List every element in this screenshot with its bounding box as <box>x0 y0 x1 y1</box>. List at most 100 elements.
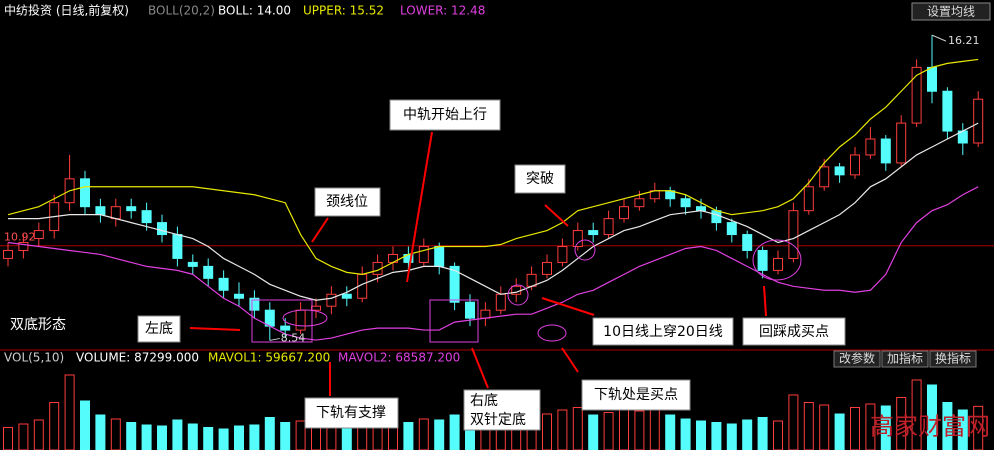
volume-bar <box>957 409 968 450</box>
volume-bar <box>187 423 198 450</box>
arrow <box>544 204 569 227</box>
candle-body <box>773 257 783 271</box>
label-box <box>581 379 691 411</box>
band-line <box>7 186 979 341</box>
label-box <box>592 317 734 346</box>
candle-body <box>757 249 768 271</box>
candle-body <box>942 90 953 132</box>
candle-body <box>110 206 121 220</box>
volume-bar <box>850 407 860 450</box>
volume-bar <box>542 413 552 450</box>
button-label[interactable]: 加指标 <box>887 351 923 366</box>
annotation: 颈线位 <box>326 194 368 210</box>
volume-bar <box>280 422 291 450</box>
annotation: 回踩成买点 <box>759 324 829 340</box>
candle-body <box>434 245 445 267</box>
candle-body <box>896 122 907 164</box>
button[interactable] <box>881 350 929 368</box>
button-label[interactable]: 改参数 <box>839 351 875 366</box>
candle-body <box>834 166 845 176</box>
volume-bar <box>834 413 845 450</box>
volume-bar <box>942 402 953 450</box>
label-box <box>514 164 566 194</box>
volume-bar <box>880 405 891 450</box>
volume-bar <box>619 409 629 450</box>
candle-body <box>973 98 984 144</box>
candle-body <box>3 249 13 259</box>
volume-bar <box>896 397 907 450</box>
candle-body <box>619 206 629 220</box>
volume-bar <box>588 414 599 450</box>
candle-body <box>418 245 429 263</box>
candle-body <box>572 230 583 247</box>
candle-body <box>850 154 860 176</box>
volume-bar <box>49 402 60 450</box>
candle-body <box>788 210 799 259</box>
volume-bar <box>773 420 783 450</box>
button[interactable] <box>929 350 977 368</box>
vol-buttons: 改参数 加指标 换指标 <box>833 350 977 368</box>
candle-body <box>742 234 753 251</box>
chart-title: 中纺投资 (日线,前复权) <box>4 3 129 18</box>
volume-bar <box>203 427 214 450</box>
volume-bar <box>557 409 568 450</box>
label-box <box>314 187 381 217</box>
arrow <box>763 285 767 317</box>
readout: LOWER: 12.48 <box>400 4 485 18</box>
volume-bar <box>126 422 137 450</box>
volume-bar <box>218 428 229 450</box>
candle-body <box>341 293 352 299</box>
volume-bar <box>742 419 753 450</box>
volume-bar <box>696 420 706 450</box>
label-box <box>137 315 181 343</box>
candle-body <box>249 297 260 311</box>
label-box <box>463 389 541 431</box>
volume-bar <box>264 417 275 450</box>
candle-body <box>711 210 722 224</box>
arrows <box>189 131 767 396</box>
volume-bar <box>680 418 691 450</box>
volume-bar <box>403 422 414 450</box>
volume-bar <box>726 423 737 450</box>
candle-body <box>542 261 552 275</box>
readout: BOLL: 14.00 <box>218 4 291 18</box>
ref-label: 10.92 <box>4 231 36 244</box>
button[interactable] <box>911 2 991 21</box>
annotation: 双底形态 <box>10 317 66 333</box>
candle-body <box>880 138 891 164</box>
volume-bar <box>64 374 75 450</box>
arrow <box>561 347 579 373</box>
candle-body <box>264 309 275 327</box>
annotation: 中轨开始上行 <box>403 107 487 123</box>
highlight-box <box>251 299 313 343</box>
candle-body <box>588 230 599 236</box>
vol-header: MAVOL2: 68587.200 <box>338 351 460 365</box>
candle-body <box>680 198 691 208</box>
annotation: 下轨处是买点 <box>594 387 678 403</box>
volume-bar <box>326 426 337 450</box>
candle-body <box>187 261 198 267</box>
watermark: 高家财富网 <box>870 413 990 441</box>
candle-body <box>95 206 106 216</box>
volume-bar <box>434 419 445 450</box>
candle-body <box>172 234 183 259</box>
candle-body <box>326 293 337 307</box>
highlight-ellipse <box>537 324 567 342</box>
candle-body <box>141 210 152 224</box>
candle-body <box>157 222 167 236</box>
volume-bar <box>711 422 722 450</box>
button[interactable] <box>833 350 881 368</box>
annotation: 突破 <box>526 171 554 187</box>
highlight-ellipse <box>752 239 802 281</box>
volume-bar <box>634 410 645 450</box>
candle-body <box>726 222 737 236</box>
readout: UPPER: 15.52 <box>303 4 384 18</box>
button-label[interactable]: 设置均线 <box>927 5 975 19</box>
button-label[interactable]: 换指标 <box>935 351 971 366</box>
volume-bar <box>141 424 152 450</box>
band-line <box>8 122 979 301</box>
volume-bar <box>819 404 830 450</box>
candle-body <box>634 198 645 208</box>
volume-bar <box>249 424 260 450</box>
